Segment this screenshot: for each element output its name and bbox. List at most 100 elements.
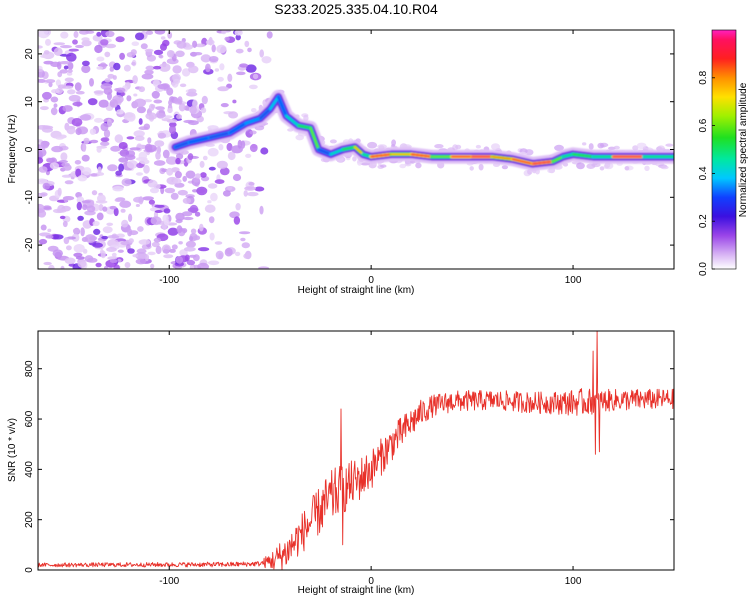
noise-speckle — [107, 118, 112, 128]
noise-speckle — [93, 228, 101, 235]
noise-speckle — [188, 88, 197, 94]
noise-speckle — [153, 65, 162, 70]
noise-speckle — [40, 224, 47, 231]
noise-speckle — [60, 152, 68, 161]
noise-speckle — [163, 254, 174, 259]
noise-speckle — [221, 30, 227, 35]
noise-speckle — [61, 174, 72, 178]
noise-speckle — [72, 39, 78, 45]
noise-speckle — [208, 56, 219, 63]
noise-speckle — [66, 126, 76, 135]
noise-speckle — [184, 254, 190, 262]
ridge-core — [317, 148, 332, 156]
noise-speckle — [249, 84, 258, 90]
noise-speckle — [251, 108, 257, 113]
noise-speckle — [155, 151, 161, 160]
noise-speckle — [55, 79, 62, 87]
noise-speckle — [582, 142, 587, 146]
noise-speckle — [547, 168, 554, 173]
spectrogram-xlabel: Height of straight line (km) — [298, 285, 415, 296]
snr-ytick-label: 800 — [24, 360, 35, 377]
noise-speckle — [171, 244, 178, 250]
noise-speckle — [391, 144, 396, 147]
noise-speckle — [94, 44, 103, 54]
noise-speckle — [45, 235, 54, 239]
ridge-core — [229, 122, 247, 134]
noise-speckle — [166, 50, 175, 58]
spectrogram-xtick-label: 0 — [368, 275, 374, 286]
noise-speckle — [143, 164, 150, 174]
noise-speckle — [104, 78, 111, 83]
noise-speckle — [144, 143, 153, 153]
noise-speckle — [491, 143, 500, 151]
noise-speckle — [48, 264, 55, 269]
noise-speckle — [151, 241, 160, 248]
noise-speckle — [154, 30, 166, 35]
noise-speckle — [114, 198, 122, 203]
ridge-core — [329, 148, 344, 156]
noise-speckle — [100, 122, 109, 132]
noise-speckle — [131, 41, 140, 46]
noise-speckle — [98, 99, 109, 108]
noise-speckle — [106, 222, 114, 226]
noise-speckle — [176, 40, 187, 49]
noise-speckle — [62, 220, 68, 228]
noise-speckle — [182, 175, 187, 182]
noise-speckle — [119, 200, 132, 208]
noise-speckle — [38, 30, 50, 39]
noise-speckle — [42, 125, 51, 129]
noise-speckle — [101, 235, 109, 240]
noise-speckle — [184, 246, 196, 252]
noise-speckle — [200, 172, 207, 178]
noise-speckle — [588, 143, 594, 150]
noise-speckle — [249, 130, 257, 135]
noise-speckle — [38, 148, 47, 157]
noise-speckle — [38, 157, 44, 164]
noise-speckle — [162, 249, 170, 254]
ridge-core — [285, 115, 300, 127]
noise-speckle — [138, 239, 151, 245]
noise-speckle — [207, 183, 218, 189]
noise-speckle — [95, 262, 102, 268]
figure-title: S233.2025.335.04.10.R04 — [274, 1, 438, 17]
noise-speckle — [295, 134, 305, 141]
noise-speckle — [151, 90, 160, 99]
noise-speckle — [248, 181, 255, 186]
noise-speckle — [57, 187, 62, 196]
noise-speckle — [665, 143, 674, 147]
noise-speckle — [82, 204, 88, 211]
noise-speckle — [140, 43, 148, 50]
noise-speckle — [214, 241, 223, 245]
noise-speckle — [53, 103, 58, 108]
noise-speckle — [399, 163, 407, 169]
noise-speckle — [147, 251, 156, 256]
ridge-core — [208, 132, 231, 139]
noise-speckle — [478, 163, 484, 171]
noise-speckle — [55, 136, 64, 140]
noise-speckle — [187, 153, 194, 161]
colorbar-gradient — [711, 29, 737, 270]
noise-speckle — [40, 54, 52, 59]
noise-speckle — [168, 99, 173, 106]
noise-speckle — [179, 83, 187, 88]
noise-speckle — [120, 92, 126, 96]
noise-speckle — [38, 45, 43, 49]
noise-speckle — [51, 89, 60, 94]
noise-speckle — [96, 146, 102, 153]
snr-xtick-label: -100 — [159, 576, 179, 587]
noise-speckle — [173, 78, 181, 85]
noise-speckle — [131, 61, 136, 66]
noise-speckle — [96, 56, 105, 62]
noise-speckle — [85, 30, 95, 34]
spectrogram-xtick-label: -100 — [159, 275, 179, 286]
noise-speckle — [132, 75, 138, 84]
noise-speckle — [181, 211, 193, 217]
noise-speckle — [227, 186, 233, 191]
noise-speckle — [174, 182, 185, 188]
noise-speckle — [142, 196, 154, 201]
noise-speckle — [48, 81, 53, 88]
noise-speckle — [98, 204, 104, 211]
noise-speckle — [43, 261, 52, 266]
noise-speckle — [75, 256, 85, 260]
